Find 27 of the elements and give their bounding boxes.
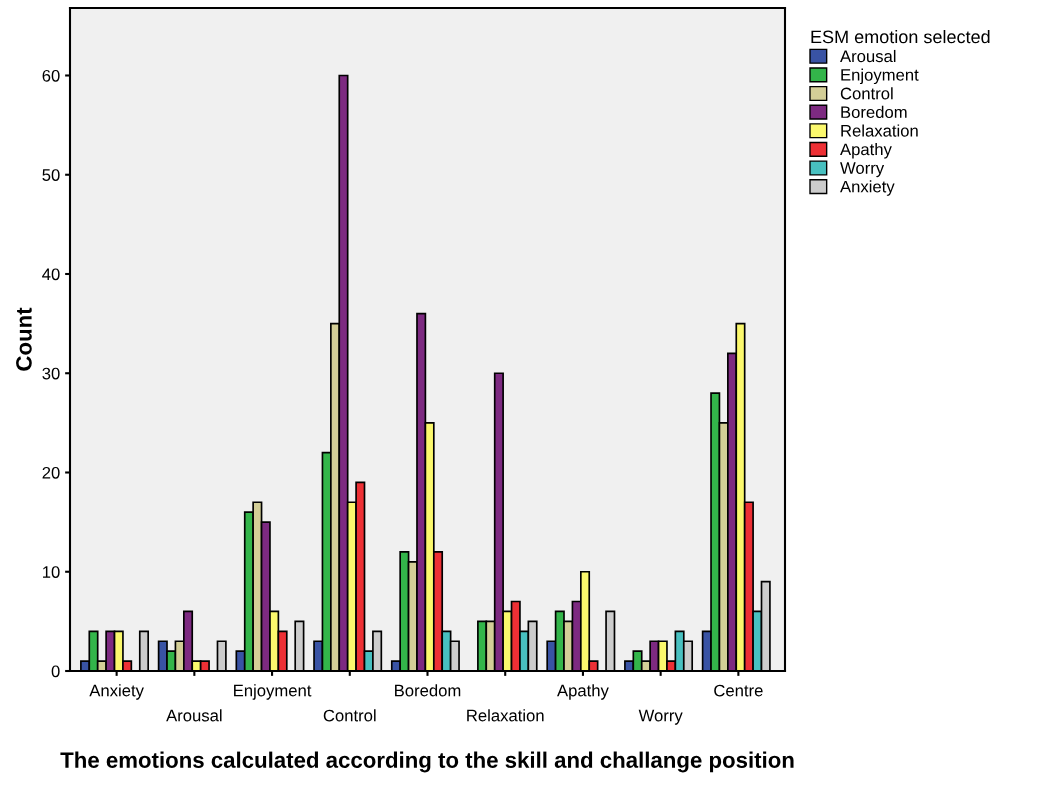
x-tick-label: Apathy <box>557 684 609 700</box>
legend-label: Arousal <box>840 49 896 63</box>
legend-label: Worry <box>840 162 885 178</box>
legend-label: Control <box>840 87 893 100</box>
x-tick-label: Enjoyment <box>234 684 312 700</box>
x-tick-label: Boredom <box>395 684 461 697</box>
y-tick-label: 40 <box>42 268 60 281</box>
legend-label: Boredom <box>841 105 907 119</box>
x-tick-label: Arousal <box>166 709 222 722</box>
x-tick-label: Centre <box>714 684 763 697</box>
x-tick-label: Control <box>323 709 376 722</box>
x-tick-label: Anxiety <box>89 684 144 700</box>
y-tick-label: 20 <box>42 466 60 479</box>
y-tick-label: 60 <box>42 69 60 82</box>
y-tick-label: 10 <box>43 566 60 578</box>
legend-title: ESM emotion selected <box>811 30 990 44</box>
legend-label: Relaxation <box>841 124 918 137</box>
x-axis-title: The emotions calculated according to the skill and challange position <box>60 751 794 773</box>
legend-label: Enjoyment <box>841 68 919 85</box>
y-tick-label: 30 <box>42 367 60 380</box>
legend-label: Anxiety <box>840 180 895 196</box>
legend-label: Apathy <box>840 143 892 159</box>
x-tick-label: Worry <box>638 709 683 725</box>
x-tick-label: Relaxation <box>467 709 544 722</box>
y-axis-title: Count <box>16 307 32 371</box>
y-tick-label: 0 <box>51 665 60 678</box>
y-tick-label: 50 <box>42 169 60 181</box>
